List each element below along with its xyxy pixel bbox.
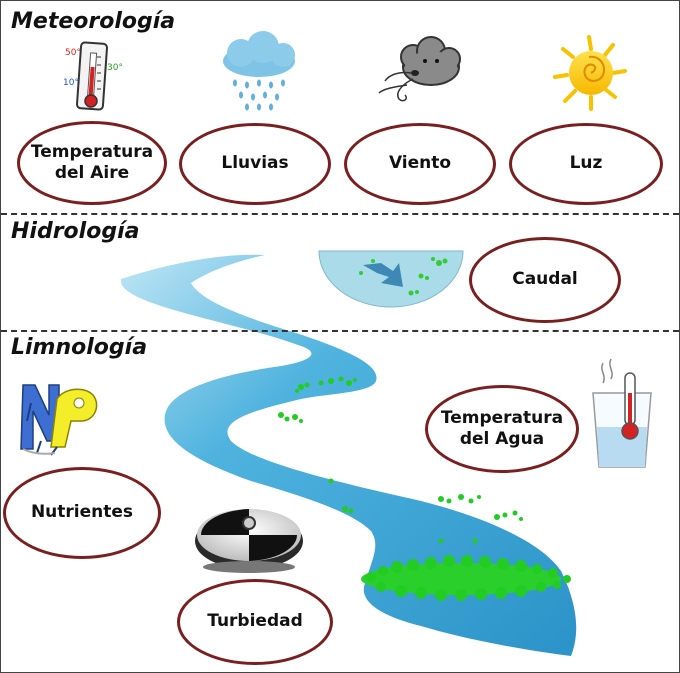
oval-turbiedad: Turbiedad [177,579,333,665]
section-title-hidrologia: Hidrología [11,219,140,244]
oval-lluvias: Lluvias [179,123,331,205]
label-caudal: Caudal [512,269,578,290]
algae-bloom [361,555,571,601]
oval-temperatura-agua: Temperatura del Agua [425,385,579,473]
sun-icon [553,35,627,111]
secchi-disk-icon [195,509,303,573]
label-lluvias: Lluvias [221,153,289,174]
label-temperatura-agua-line1: Temperatura [440,407,564,428]
divider-meteo-hidro [1,213,679,215]
rain-cloud-icon [223,31,295,111]
oval-viento: Viento [344,123,496,205]
thermometer-mark-10: 10° [63,78,79,88]
section-title-limnologia: Limnología [11,335,148,360]
label-temperatura-agua-line2: del Agua [459,429,545,449]
label-temperatura-aire-line2: del Aire [54,163,130,183]
thermometer-mark-50: 50° [65,48,81,58]
algae-cluster-middle [328,478,523,544]
label-temperatura-aire-line1: Temperatura [30,141,154,162]
current-flow-icon [318,250,464,308]
divider-hidro-limno [1,330,679,332]
oval-nutrientes: Nutrientes [3,467,161,559]
water-glass-thermometer-icon [592,358,652,468]
label-luz: Luz [569,153,603,174]
thermometer-icon: 50° 30° 10° [63,41,123,111]
wind-cloud-icon [378,36,461,102]
label-turbiedad: Turbiedad [207,611,303,632]
label-viento: Viento [388,153,452,174]
algae-cluster-upper [278,376,357,423]
label-nutrientes: Nutrientes [30,502,134,523]
river-shape [120,254,577,657]
oval-temperatura-aire: Temperatura del Aire [17,121,167,205]
oval-luz: Luz [509,123,663,205]
thermometer-mark-30: 30° [107,63,123,73]
section-title-meteorologia: Meteorología [11,9,176,34]
np-letters-icon [20,384,98,456]
oval-caudal: Caudal [469,237,621,323]
